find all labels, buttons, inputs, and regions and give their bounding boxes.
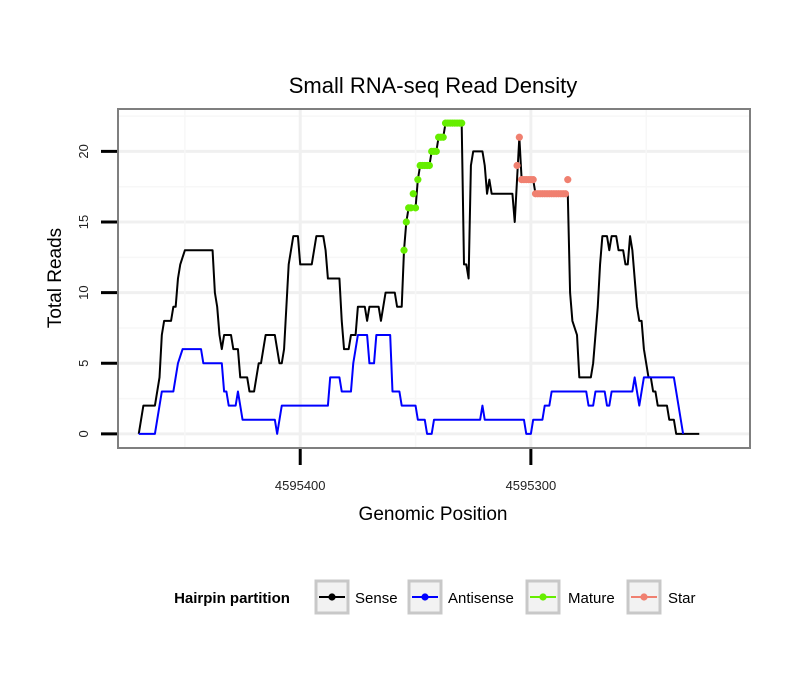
legend-label: Antisense [448, 590, 514, 607]
panel-background [117, 108, 751, 449]
points-layer [400, 119, 572, 254]
legend-entry-star: Star [626, 579, 696, 615]
legend-key-point [421, 593, 429, 601]
point-star [515, 133, 523, 141]
x-tick-label: 4595300 [506, 478, 557, 493]
point-star [564, 176, 572, 184]
chart-title: Small RNA-seq Read Density [289, 73, 578, 98]
legend-key-point [539, 593, 547, 601]
point-mature [402, 218, 410, 226]
point-star [561, 190, 570, 198]
legend-label: Star [668, 590, 696, 607]
panel-border [117, 108, 751, 449]
y-tick-label: 10 [76, 285, 91, 299]
legend-entries: Sense Antisense Mature Star [314, 579, 696, 615]
point-star [529, 176, 537, 184]
point-star [513, 161, 521, 170]
point-mature [409, 190, 417, 198]
point-mature [458, 119, 466, 127]
point-mature [432, 147, 440, 155]
legend: Hairpin partition Sense Antisense Mature St… [174, 579, 696, 615]
x-axis: 4595400 4595300 [275, 449, 556, 493]
legend-key-point [640, 593, 648, 601]
legend-key-point [328, 593, 336, 601]
grid-lines [119, 110, 749, 447]
y-tick-label: 5 [76, 360, 91, 367]
legend-label: Sense [355, 590, 398, 607]
point-mature [400, 246, 408, 254]
x-axis-title: Genomic Position [359, 504, 508, 525]
x-tick-label: 4595400 [275, 478, 326, 493]
y-axis-title: Total Reads [45, 228, 66, 328]
series-line-antisense [138, 334, 685, 435]
y-tick-label: 15 [76, 215, 91, 229]
y-axis: 0 5 10 15 20 [76, 144, 117, 437]
legend-entry-antisense: Antisense [407, 579, 514, 615]
legend-entry-mature: Mature [525, 579, 615, 615]
point-mature [425, 161, 433, 170]
point-mature [414, 176, 422, 184]
point-mature [411, 204, 420, 212]
legend-title: Hairpin partition [174, 590, 290, 607]
legend-entry-sense: Sense [314, 579, 398, 615]
legend-label: Mature [568, 590, 615, 607]
y-tick-label: 0 [76, 430, 91, 437]
point-mature [439, 133, 447, 141]
y-tick-label: 20 [76, 144, 91, 158]
